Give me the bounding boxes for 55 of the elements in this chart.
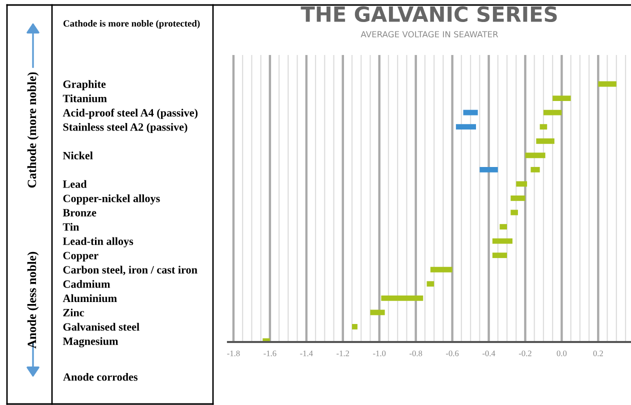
x-tick-label: -1.8 (227, 350, 240, 356)
bar (381, 295, 424, 301)
bar (543, 110, 562, 116)
y-tick-label: Lead-tin alloys (62, 237, 134, 248)
x-tick-label: -0.8 (410, 350, 422, 356)
bar (540, 124, 548, 130)
bar (500, 224, 507, 230)
y-tick-label: Galvanised steel (63, 322, 140, 331)
x-tick-label: -0.4 (482, 350, 496, 356)
bar (463, 110, 478, 116)
y-tick-label: Lead (62, 180, 87, 188)
bar (516, 181, 528, 187)
bar (525, 152, 546, 158)
chart-subtitle: AVERAGE VOLTAGE IN SEAWATER (360, 31, 498, 38)
x-tick-label: -1.4 (300, 350, 313, 356)
y-tick-label: Graphite (63, 80, 106, 90)
y-tick-label: Zinc (63, 308, 84, 316)
bar (510, 196, 526, 201)
bar (430, 266, 452, 272)
bar (370, 310, 385, 316)
x-tick-label: -1.6 (264, 350, 276, 356)
y-tick-label: Magnesium (62, 337, 118, 348)
bar (426, 281, 434, 287)
y-tick-label: Copper-nickel alloys (63, 194, 160, 204)
bar (456, 124, 476, 130)
x-tick-label: 0.2 (593, 350, 603, 356)
x-tick-label: -0.6 (446, 350, 459, 356)
y-tick-label: Acid-proof steel A4 (passive) (62, 108, 198, 119)
y-tick-label: Cadmium (63, 280, 110, 288)
y-tick-label: Nickel (62, 152, 93, 160)
bar (352, 324, 358, 330)
text: Anode corrodes (63, 372, 138, 381)
x-tick-label: 0.0 (556, 350, 567, 356)
bar (598, 81, 616, 87)
x-tick-label: -0.2 (518, 350, 532, 356)
text: Anode (less noble) (27, 252, 39, 348)
bar (510, 210, 518, 216)
y-tick-label: Titanium (62, 94, 107, 102)
y-tick-label: Bronze (62, 209, 96, 216)
bar (480, 166, 498, 172)
y-tick-label: Tin (62, 222, 80, 231)
y-tick-label: Copper (63, 252, 98, 262)
x-tick-label: -1.2 (336, 350, 350, 356)
y-tick-label: Aluminium (62, 294, 117, 302)
bar (492, 238, 512, 244)
x-tick-label: -1.0 (373, 350, 386, 356)
bar (492, 252, 507, 258)
y-tick-label: Stainless steel A2 (passive) (63, 122, 188, 134)
bar (552, 96, 571, 101)
bar (530, 166, 540, 172)
chart-title: THE GALVANIC SERIES (300, 6, 557, 22)
bar (536, 138, 554, 144)
y-tick-label: Carbon steel, iron / cast iron (63, 266, 198, 276)
text: Cathode (more noble) (27, 72, 39, 188)
text: Cathode is more noble (protected) (63, 20, 200, 29)
